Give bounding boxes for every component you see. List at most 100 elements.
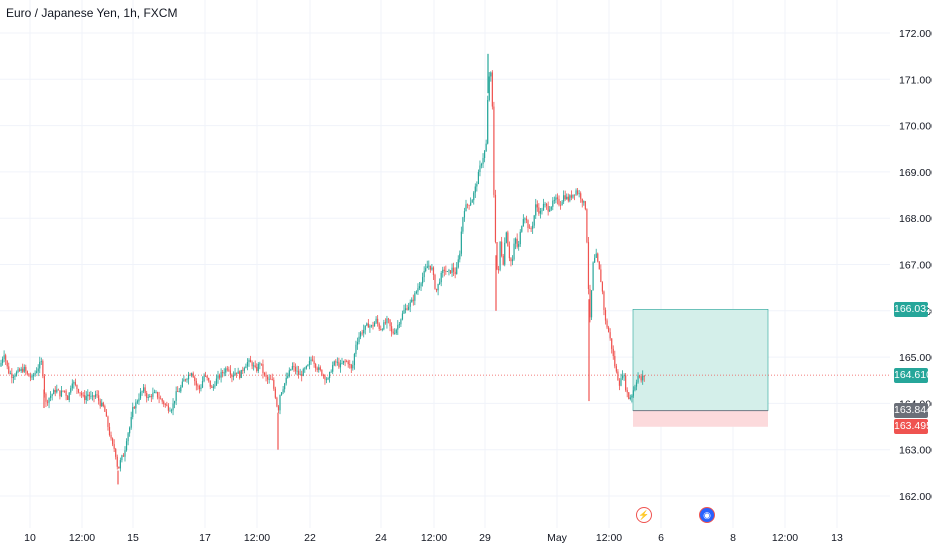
candle-body — [152, 392, 154, 397]
candle-body — [130, 416, 132, 428]
candle-body — [361, 332, 363, 334]
candle-body — [420, 283, 422, 287]
candle-body — [569, 195, 571, 201]
x-tick-label: 12:00 — [772, 532, 798, 544]
candle-body — [329, 372, 331, 378]
candle-body — [125, 441, 128, 451]
y-tick-label: 170.000 — [899, 121, 932, 133]
candle-body — [349, 364, 351, 365]
candle-body — [267, 376, 269, 380]
candle-body — [70, 388, 72, 393]
candle-body — [355, 344, 357, 354]
candle-body — [507, 232, 509, 247]
candle-body — [363, 329, 365, 334]
candle-body — [381, 329, 383, 331]
candle-body — [549, 209, 551, 212]
candle-body — [597, 253, 599, 262]
candle-body — [296, 370, 298, 372]
candle-body — [293, 366, 295, 368]
x-tick-label: 29 — [479, 532, 491, 544]
candle-body — [268, 378, 270, 380]
candle-body — [623, 375, 625, 377]
candle-body — [561, 201, 563, 206]
y-tick-label: 167.000 — [899, 260, 932, 272]
candle-body — [581, 198, 583, 203]
symbol-title: Euro / Japanese Yen, 1h, FXCM — [6, 6, 178, 20]
candle-body — [276, 397, 278, 407]
candle-body — [40, 361, 42, 362]
candle-body — [609, 332, 611, 339]
candle-body — [53, 389, 55, 395]
y-tick-label: 172.000 — [899, 28, 932, 40]
candle-body — [3, 355, 5, 359]
candle-body — [418, 286, 421, 289]
candle-body — [177, 391, 179, 393]
candle-body — [482, 157, 484, 165]
candle-body — [406, 308, 408, 310]
candle-body — [394, 333, 396, 334]
candle-body — [20, 368, 22, 371]
candle-body — [249, 359, 252, 363]
candle-body — [422, 277, 424, 284]
candle-body — [474, 186, 476, 193]
candle-body — [378, 323, 380, 329]
candle-body — [608, 327, 610, 333]
candle-body — [592, 262, 594, 291]
candle-body — [387, 318, 390, 320]
candle-body — [364, 325, 366, 330]
y-tick-label: 163.000 — [899, 445, 932, 457]
candle-body — [257, 364, 259, 372]
candle-body — [412, 299, 414, 301]
candle-body — [519, 231, 521, 245]
candle-body — [515, 238, 517, 244]
candle-body — [82, 394, 84, 396]
candle-body — [211, 386, 213, 388]
candle-body — [319, 367, 321, 370]
candle-body — [404, 308, 407, 311]
candle-body — [621, 375, 624, 379]
candle-body — [23, 366, 25, 372]
candle-body — [143, 387, 145, 392]
candle-body — [56, 389, 58, 393]
candle-body — [499, 241, 501, 270]
candle-body — [228, 369, 230, 371]
candle-body — [479, 165, 481, 173]
candle-body — [133, 407, 135, 409]
candle-body — [318, 367, 320, 370]
candle-body — [634, 386, 636, 391]
candle-body — [372, 325, 374, 327]
candle-body — [144, 387, 146, 394]
candle-body — [395, 329, 397, 334]
candle-body — [273, 379, 275, 389]
candle-body — [84, 395, 86, 401]
candle-body — [488, 76, 490, 101]
candle-body — [212, 386, 214, 388]
candle-body — [311, 359, 314, 361]
candle-body — [347, 361, 349, 365]
candle-body — [330, 371, 332, 373]
x-tick-label: 17 — [199, 532, 211, 544]
candle-body — [635, 382, 638, 387]
candle-body — [253, 365, 255, 367]
candle-body — [119, 460, 121, 469]
candle-body — [29, 376, 32, 378]
candle-body — [324, 375, 326, 380]
y-tick-label: 168.000 — [899, 213, 932, 225]
lightning-event-icon[interactable]: ⚡ — [636, 507, 652, 523]
candle-body — [260, 363, 262, 365]
candle-body — [353, 353, 355, 366]
x-tick-label: 12:00 — [244, 532, 270, 544]
candle-body — [248, 359, 250, 363]
economic-event-icon[interactable]: ◉ — [699, 507, 715, 523]
x-tick-label: 10 — [24, 532, 36, 544]
candle-body — [28, 373, 30, 377]
candle-body — [135, 402, 137, 409]
candle-body — [380, 328, 382, 330]
candle-body — [76, 384, 78, 390]
x-tick-label: 24 — [375, 532, 387, 544]
candle-body — [34, 372, 36, 376]
candle-body — [245, 366, 247, 369]
candle-body — [59, 390, 61, 397]
